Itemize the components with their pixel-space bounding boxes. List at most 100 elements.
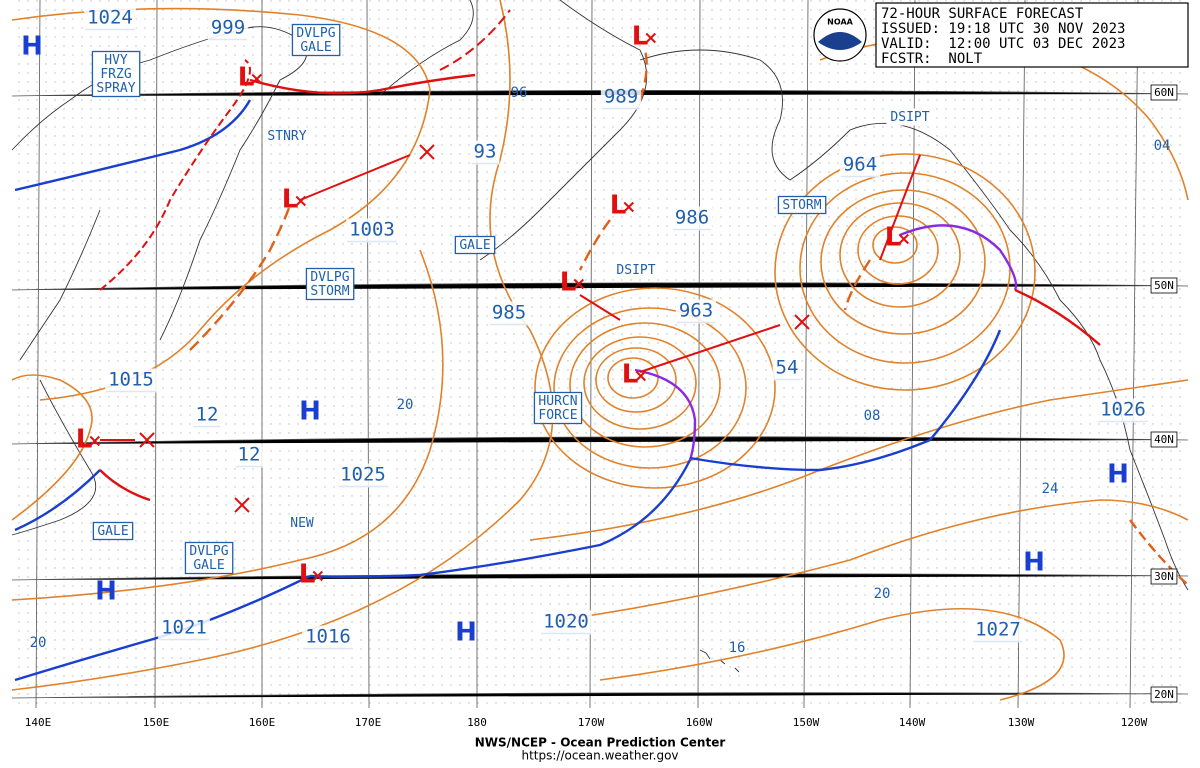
warning: HVY FRZG SPRAY: [96, 53, 135, 96]
warning-box: [777, 195, 827, 215]
pressure-label: 1015: [108, 369, 154, 391]
pressure-label: 985: [492, 302, 526, 324]
latitude-label: 60N: [1154, 86, 1174, 99]
low-marker: [573, 278, 584, 290]
pressure-label: 1026: [1100, 399, 1146, 421]
low-center: L: [238, 63, 255, 93]
warning-line: STORM: [782, 198, 821, 213]
low-center: L: [632, 22, 649, 52]
label-backing: [772, 356, 802, 381]
warning-box: [92, 521, 134, 541]
low-center: L: [299, 560, 316, 590]
longitude-label: 180: [467, 716, 487, 729]
low-marker: [645, 32, 656, 44]
low-marker: [89, 435, 100, 447]
low-center: L: [282, 185, 299, 215]
noaa-logo-text: NOAA: [827, 18, 853, 27]
low-marker: [635, 370, 646, 382]
warning-line: STORM: [310, 284, 349, 299]
warning: DVLPG GALE: [296, 26, 335, 55]
axis-label-box: [1150, 431, 1178, 448]
latitude-label: 50N: [1154, 279, 1174, 292]
warning-line: DVLPG: [189, 544, 228, 559]
label-backing: [302, 625, 354, 650]
header-line: ISSUED: 19:18 UTC 30 NOV 2023: [881, 21, 1125, 37]
low-marker: [251, 73, 262, 85]
label-backing: [105, 368, 157, 393]
high-center: H: [299, 397, 321, 427]
high-center: H: [95, 577, 117, 607]
warning-box: [291, 23, 341, 57]
label-backing: [675, 299, 717, 324]
pressure-label: 1003: [349, 219, 395, 241]
axis-label-box: [1150, 277, 1178, 294]
label-backing: [337, 463, 389, 488]
isobar-label: 04: [1154, 138, 1171, 154]
high-center: H: [21, 32, 43, 62]
pressure-label: 12: [196, 404, 219, 426]
header-line: 72-HOUR SURFACE FORECAST: [881, 6, 1084, 22]
isobars: [11, 0, 1189, 701]
latitude-label: 30N: [1154, 570, 1174, 583]
label-backing: [286, 514, 318, 532]
warning-box: [184, 541, 234, 575]
pressure-label: 999: [211, 17, 245, 39]
pressure-label: 1021: [161, 617, 207, 639]
warning-line: DVLPG: [296, 26, 335, 41]
longitude-label: 160W: [686, 716, 713, 729]
label-backing: [612, 261, 660, 279]
warning-line: DSIPT: [890, 110, 929, 125]
pressure-label: 12: [238, 444, 261, 466]
label-backing: [1097, 398, 1149, 423]
longitude-label: 120W: [1121, 716, 1148, 729]
graticule: [11, 0, 1189, 709]
pressure-label: 1020: [543, 611, 589, 633]
pressure-label: 1027: [975, 619, 1021, 641]
warning-line: DSIPT: [616, 263, 655, 278]
fronts: [14, 9, 1189, 682]
low-center: L: [560, 268, 577, 298]
isobar-label: 20: [397, 397, 414, 413]
longitude-label: 130W: [1008, 716, 1035, 729]
low-center: L: [885, 223, 902, 253]
label-backing: [207, 16, 249, 41]
axis-label-box: [1150, 686, 1178, 703]
low-center: L: [622, 360, 639, 390]
warning-line: FORCE: [538, 408, 577, 423]
label-backing: [192, 403, 222, 428]
label-backing: [839, 153, 881, 178]
pressure-label: 989: [604, 86, 638, 108]
pressure-label: 964: [843, 154, 877, 176]
isobar-label: 20: [30, 635, 47, 651]
pressure-label: 1025: [340, 464, 386, 486]
warning-line: DVLPG: [310, 270, 349, 285]
warning-line: HVY: [104, 53, 128, 68]
warning: DVLPG GALE: [189, 544, 228, 573]
isobar-label: 24: [1042, 481, 1059, 497]
label-backing: [488, 301, 530, 326]
latitude-label: 20N: [1154, 688, 1174, 701]
warning: DSIPT: [616, 263, 655, 278]
warning: HURCN FORCE: [538, 394, 577, 423]
warning-line: SPRAY: [96, 81, 135, 96]
warning-line: NEW: [290, 516, 314, 531]
warning: DVLPG STORM: [310, 270, 349, 299]
pressure-label: 93: [474, 141, 497, 163]
warning-line: HURCN: [538, 394, 577, 409]
label-backing: [886, 108, 934, 126]
pressure-label: 1024: [87, 7, 133, 29]
header-box: [875, 2, 1189, 68]
high-center: H: [1107, 460, 1129, 490]
header-line: VALID: 12:00 UTC 03 DEC 2023: [881, 36, 1125, 52]
longitude-label: 140W: [899, 716, 926, 729]
warning-line: FRZG: [100, 67, 131, 82]
warning-line: STNRY: [267, 129, 306, 144]
header-line: FCSTR: NOLT: [881, 51, 983, 67]
label-backing: [158, 616, 210, 641]
warning: NEW: [290, 516, 314, 531]
warning-box: [91, 50, 141, 98]
pressure-label: 963: [679, 300, 713, 322]
longitude-label: 140E: [25, 716, 52, 729]
